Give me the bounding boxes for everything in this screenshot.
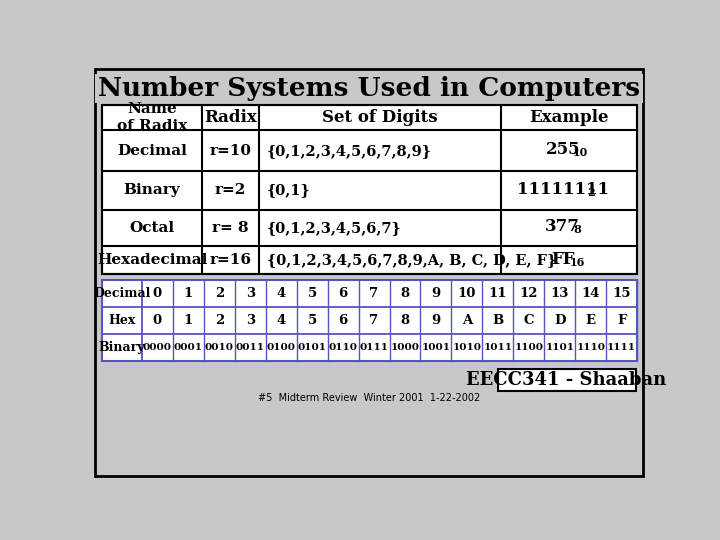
Text: 0010: 0010 xyxy=(204,343,234,352)
Text: 5: 5 xyxy=(307,314,317,327)
Text: 2: 2 xyxy=(215,287,224,300)
Text: 3: 3 xyxy=(246,287,255,300)
Text: 10: 10 xyxy=(573,147,588,158)
Text: 1001: 1001 xyxy=(421,343,451,352)
Text: {0,1,2,3,4,5,6,7,8,9}: {0,1,2,3,4,5,6,7,8,9} xyxy=(266,144,432,158)
Text: #5  Midterm Review  Winter 2001  1-22-2002: #5 Midterm Review Winter 2001 1-22-2002 xyxy=(258,393,480,403)
Text: 11: 11 xyxy=(489,287,507,300)
Text: 0111: 0111 xyxy=(359,343,389,352)
Text: 4: 4 xyxy=(276,314,286,327)
Text: 9: 9 xyxy=(431,314,441,327)
Text: {0,1,2,3,4,5,6,7,8,9,A, B, C, D, E, F}: {0,1,2,3,4,5,6,7,8,9,A, B, C, D, E, F} xyxy=(266,253,556,267)
Text: Radix: Radix xyxy=(204,109,257,126)
Text: {0,1}: {0,1} xyxy=(266,183,310,197)
Text: Example: Example xyxy=(529,109,608,126)
Text: 11111111: 11111111 xyxy=(517,181,608,198)
Text: 1: 1 xyxy=(184,314,193,327)
Text: 7: 7 xyxy=(369,314,379,327)
Text: Number Systems Used in Computers: Number Systems Used in Computers xyxy=(98,76,640,101)
Text: 12: 12 xyxy=(520,287,538,300)
Text: r=10: r=10 xyxy=(210,144,252,158)
Text: 5: 5 xyxy=(307,287,317,300)
Text: Binary: Binary xyxy=(124,183,180,197)
Text: r= 8: r= 8 xyxy=(212,221,249,235)
Text: 8: 8 xyxy=(573,225,581,235)
Text: 0001: 0001 xyxy=(174,343,203,352)
Text: Binary: Binary xyxy=(99,341,145,354)
Text: 1011: 1011 xyxy=(483,343,513,352)
Text: 0101: 0101 xyxy=(297,343,327,352)
Text: 255: 255 xyxy=(546,141,580,158)
Text: Hex: Hex xyxy=(108,314,135,327)
Text: 6: 6 xyxy=(338,314,348,327)
Text: 0000: 0000 xyxy=(143,343,172,352)
Text: Name
of Radix: Name of Radix xyxy=(117,102,187,133)
Text: 7: 7 xyxy=(369,287,379,300)
Text: 1101: 1101 xyxy=(545,343,575,352)
Text: 2: 2 xyxy=(215,314,224,327)
Text: 1100: 1100 xyxy=(514,343,544,352)
Text: D: D xyxy=(554,314,565,327)
Text: {0,1,2,3,4,5,6,7}: {0,1,2,3,4,5,6,7} xyxy=(266,221,402,235)
Text: 16: 16 xyxy=(570,257,585,268)
Text: 9: 9 xyxy=(431,287,441,300)
Text: 10: 10 xyxy=(458,287,476,300)
Text: 0110: 0110 xyxy=(328,343,358,352)
Text: 14: 14 xyxy=(582,287,600,300)
Text: 1: 1 xyxy=(184,287,193,300)
Text: Decimal: Decimal xyxy=(93,287,150,300)
Text: 1010: 1010 xyxy=(452,343,482,352)
Text: 8: 8 xyxy=(400,314,410,327)
Text: B: B xyxy=(492,314,503,327)
Text: 0: 0 xyxy=(153,287,162,300)
Bar xyxy=(498,369,636,390)
Text: Decimal: Decimal xyxy=(117,144,187,158)
Text: EECC341 - Shaaban: EECC341 - Shaaban xyxy=(467,371,667,389)
Text: FF: FF xyxy=(551,251,575,268)
Text: 0100: 0100 xyxy=(266,343,296,352)
Text: A: A xyxy=(462,314,472,327)
Text: 8: 8 xyxy=(400,287,410,300)
Bar xyxy=(94,74,644,103)
Text: 0011: 0011 xyxy=(235,343,265,352)
Text: 0: 0 xyxy=(153,314,162,327)
Text: 1111: 1111 xyxy=(607,343,636,352)
Text: Hexadecimal: Hexadecimal xyxy=(96,253,207,267)
Bar xyxy=(102,280,637,361)
Text: Octal: Octal xyxy=(130,221,174,235)
Text: r=16: r=16 xyxy=(210,253,252,267)
Text: F: F xyxy=(617,314,626,327)
Text: E: E xyxy=(586,314,595,327)
Text: 2: 2 xyxy=(588,187,595,198)
Text: r=2: r=2 xyxy=(215,183,246,197)
Text: Set of Digits: Set of Digits xyxy=(322,109,438,126)
Text: 3: 3 xyxy=(246,314,255,327)
Text: 13: 13 xyxy=(551,287,569,300)
Text: 1110: 1110 xyxy=(576,343,606,352)
Text: 6: 6 xyxy=(338,287,348,300)
Text: 1000: 1000 xyxy=(390,343,420,352)
Text: 15: 15 xyxy=(613,287,631,300)
Text: 377: 377 xyxy=(545,218,580,235)
Bar xyxy=(102,105,637,274)
Text: 4: 4 xyxy=(276,287,286,300)
Text: C: C xyxy=(523,314,534,327)
